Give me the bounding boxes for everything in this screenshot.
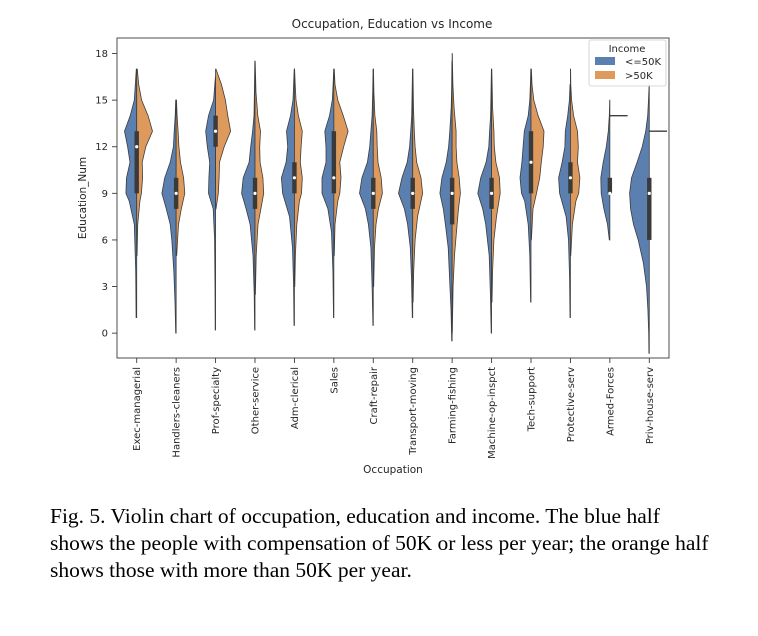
violin-half-le50k-adm-clerical <box>280 68 295 326</box>
figure-caption: Fig. 5. Violin chart of occupation, educ… <box>50 504 709 582</box>
violin-other-service <box>241 60 265 331</box>
violin-priv-house-serv <box>629 84 668 354</box>
y-tick-label: 18 <box>95 49 108 60</box>
x-tick-label-handlers-cleaners: Handlers-cleaners <box>172 367 183 458</box>
violin-half-gt50k-transport-moving <box>412 68 424 303</box>
y-tick-label: 3 <box>102 282 108 293</box>
violin-sales <box>321 68 349 319</box>
violin-half-gt50k-exec-managerial <box>136 68 153 256</box>
violin-half-gt50k-adm-clerical <box>294 68 303 287</box>
legend-label-gt50k: >50K <box>625 71 653 82</box>
violin-craft-repair <box>359 68 383 326</box>
violin-machine-op-inspct <box>477 68 501 334</box>
x-tick-label-machine-op-inspct: Machine-op-inspct <box>487 367 498 459</box>
violin-exec-managerial <box>124 68 153 319</box>
median-marker-priv-house-serv <box>647 191 651 195</box>
violin-half-le50k-sales <box>321 68 335 319</box>
box-farming-fishing <box>449 177 455 225</box>
violin-half-le50k-priv-house-serv <box>629 84 650 354</box>
y-tick-label: 9 <box>102 189 108 200</box>
violin-half-gt50k-other-service <box>254 60 265 295</box>
violin-handlers-cleaners <box>161 99 186 334</box>
violin-half-le50k-transport-moving <box>398 68 414 319</box>
violin-armed-forces <box>600 99 628 241</box>
median-marker-adm-clerical <box>292 176 297 180</box>
y-tick-label: 6 <box>102 235 108 246</box>
violin-adm-clerical <box>280 68 303 326</box>
y-axis-label: Education_Num <box>77 157 89 239</box>
y-axis: 0 3 6 9 12 15 18 <box>95 49 117 340</box>
x-tick-label-farming-fishing: Farming-fishing <box>448 367 459 444</box>
plot-frame <box>116 37 670 359</box>
violin-half-gt50k-tech-support <box>530 68 545 241</box>
violin-half-le50k-handlers-cleaners <box>161 99 177 334</box>
y-tick-label: 0 <box>102 329 108 340</box>
violin-half-gt50k-craft-repair <box>372 68 383 287</box>
median-marker-prof-specialty <box>213 129 218 133</box>
violin-half-le50k-armed-forces <box>600 99 611 241</box>
chart-title: Occupation, Education vs Income <box>292 17 493 31</box>
box-armed-forces <box>607 177 613 194</box>
y-tick-label: 15 <box>95 96 108 107</box>
violin-half-gt50k-handlers-cleaners <box>175 99 186 256</box>
median-marker-craft-repair <box>371 191 375 195</box>
box-sales <box>331 131 337 194</box>
legend-title: Income <box>609 44 646 55</box>
x-tick-label-sales: Sales <box>329 367 340 394</box>
median-marker-other-service <box>253 191 257 195</box>
violin-half-gt50k-prof-specialty <box>215 68 232 210</box>
median-marker-exec-managerial <box>135 145 139 149</box>
violin-half-gt50k-sales <box>333 68 349 256</box>
box-priv-house-serv <box>647 177 652 240</box>
legend-label-le50k: <=50K <box>625 57 661 68</box>
x-tick-label-tech-support: Tech-support <box>527 367 538 432</box>
x-axis: Exec-managerial Handlers-cleaners Prof-spe… <box>132 358 656 459</box>
violin-transport-moving <box>398 68 424 319</box>
x-tick-label-other-service: Other-service <box>251 367 262 434</box>
y-tick-label: 12 <box>95 142 108 153</box>
legend-swatch-gt50k <box>595 71 615 79</box>
x-tick-label-exec-managerial: Exec-managerial <box>132 367 143 451</box>
violin-half-le50k-exec-managerial <box>124 68 138 319</box>
violin-protective-serv <box>558 68 581 319</box>
violin-half-gt50k-farming-fishing <box>451 53 461 334</box>
median-marker-tech-support <box>529 160 533 164</box>
x-tick-label-armed-forces: Armed-Forces <box>605 367 616 436</box>
plot-area <box>124 53 668 354</box>
violin-tech-support <box>519 68 545 303</box>
violin-farming-fishing <box>439 53 461 342</box>
x-tick-label-transport-moving: Transport-moving <box>408 367 419 456</box>
violin-chart: Occupation, Education vs Income 0 3 6 9 12 15… <box>77 17 670 476</box>
median-marker-handlers-cleaners <box>174 191 178 195</box>
violin-half-le50k-protective-serv <box>558 84 571 319</box>
violin-half-le50k-prof-specialty <box>205 76 216 331</box>
median-marker-machine-op-inspct <box>489 191 494 195</box>
median-marker-farming-fishing <box>450 191 454 195</box>
x-tick-label-prof-specialty: Prof-specialty <box>211 367 222 434</box>
median-marker-armed-forces <box>608 191 612 195</box>
median-marker-transport-moving <box>411 191 415 195</box>
legend-swatch-le50k <box>595 57 615 65</box>
median-marker-sales <box>332 176 336 180</box>
median-marker-protective-serv <box>568 176 573 180</box>
box-exec-managerial <box>134 131 139 194</box>
legend: Income <=50K >50K <box>588 39 667 87</box>
violin-prof-specialty <box>205 68 232 331</box>
x-tick-label-adm-clerical: Adm-clerical <box>290 367 301 429</box>
violin-half-gt50k-machine-op-inspct <box>491 68 501 303</box>
x-tick-label-craft-repair: Craft-repair <box>369 366 380 424</box>
violin-half-gt50k-protective-serv <box>570 68 581 256</box>
x-tick-label-priv-house-serv: Priv-house-serv <box>645 367 656 444</box>
x-tick-label-protective-serv: Protective-serv <box>566 367 577 442</box>
x-axis-label: Occupation <box>363 464 423 476</box>
